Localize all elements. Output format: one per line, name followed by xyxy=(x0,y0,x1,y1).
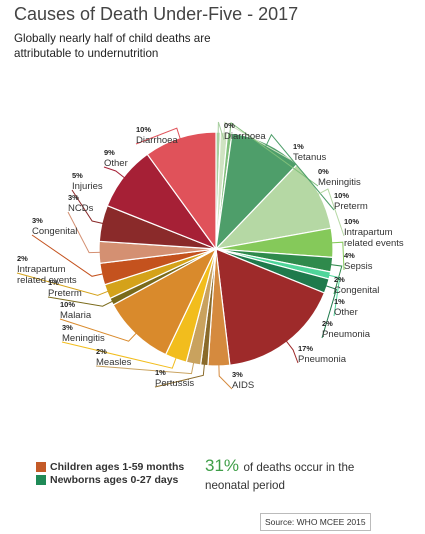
leader-line-children-pertussis xyxy=(154,361,206,388)
neonatal-stat: 31% of deaths occur in the neonatal peri… xyxy=(205,456,380,494)
leader-line-newborns-intrapartum-related-events xyxy=(315,188,345,237)
slice-label-newborns-sepsis: Sepsis xyxy=(344,261,373,272)
source-note: Source: WHO MCEE 2015 xyxy=(260,513,371,531)
chart-title: Causes of Death Under-Five - 2017 xyxy=(14,4,299,24)
leader-line-children-pneumonia xyxy=(284,338,299,364)
slice-pct-children-other: 9% xyxy=(104,148,115,157)
slice-pct-newborns-preterm: 10% xyxy=(334,191,349,200)
slice-pct-children-meningitis: 3% xyxy=(62,323,73,332)
leader-line-children-meningitis xyxy=(61,341,178,369)
slice-pct-children-ncds: 3% xyxy=(68,193,79,202)
legend-item-newborns: Newborns ages 0-27 days xyxy=(36,473,184,486)
leader-line-children-diarrhoea xyxy=(135,127,182,145)
neonatal-stat-value: 31% xyxy=(205,456,240,475)
chart-subtitle: Globally nearly half of child deaths are… xyxy=(14,32,211,60)
leader-line-newborns-pneumonia xyxy=(321,284,338,339)
leader-line-children-malaria xyxy=(59,318,139,342)
slice-pct-children-preterm: 1% xyxy=(48,278,59,287)
slice-pct-newborns-diarrhoea: 0% xyxy=(224,121,235,130)
slice-label-children-intrapartum-related-events: Intrapartum xyxy=(17,264,66,275)
legend-label-newborns: Newborns ages 0-27 days xyxy=(50,473,179,486)
leader-line-newborns-tetanus xyxy=(223,121,294,162)
slice-label-children-malaria: Malaria xyxy=(60,310,92,321)
leader-line-newborns-preterm xyxy=(264,133,335,211)
legend-swatch-newborns xyxy=(36,474,46,485)
leader-line-newborns-diarrhoea xyxy=(217,121,225,141)
slice-pct-children-pertussis: 1% xyxy=(155,368,166,377)
legend-label-children: Children ages 1-59 months xyxy=(50,460,185,473)
leader-line-newborns-meningitis xyxy=(228,121,319,187)
slice-pct-newborns-other: 1% xyxy=(334,297,345,306)
leader-line-newborns-congenital xyxy=(327,263,343,295)
pie-slices xyxy=(98,131,334,367)
leader-line-children-other xyxy=(103,166,128,180)
slice-label-newborns-intrapartum-related-events: Intrapartum xyxy=(344,227,393,238)
slice-label-children-meningitis: Meningitis xyxy=(62,333,105,344)
leader-line-children-ncds xyxy=(67,211,104,254)
leader-line-newborns-sepsis xyxy=(328,241,345,271)
leader-line-children-congenital xyxy=(31,234,106,277)
slice-label-newborns-congenital: Congenital xyxy=(334,285,379,296)
slice-pct-children-aids: 3% xyxy=(232,370,243,379)
slice-label-children-ncds: NCDs xyxy=(68,203,94,214)
slice-label-children-other: Other xyxy=(104,158,128,169)
slice-label-newborns-tetanus: Tetanus xyxy=(293,152,327,163)
slice-pct-children-congenital: 3% xyxy=(32,216,43,225)
slice-label-children-measles: Measles xyxy=(96,357,132,368)
slice-pct-children-malaria: 10% xyxy=(60,300,75,309)
slice-pct-newborns-intrapartum-related-events: 10% xyxy=(344,217,359,226)
slice-label-newborns-diarrhoea: Diarrhoea xyxy=(224,131,266,142)
leader-lines xyxy=(16,121,345,390)
slice-pct-newborns-pneumonia: 2% xyxy=(322,319,333,328)
slice-pct-children-measles: 2% xyxy=(96,347,107,356)
legend-item-children: Children ages 1-59 months xyxy=(36,460,184,473)
slice-pct-children-injuries: 5% xyxy=(72,171,83,180)
slice-label-newborns-meningitis: Meningitis xyxy=(318,177,361,188)
legend: Children ages 1-59 months Newborns ages … xyxy=(36,460,184,486)
pie-chart: 0%Diarrhoea1%Tetanus0%Meningitis10%Prete… xyxy=(16,121,404,391)
slice-label-newborns-preterm: Preterm xyxy=(334,201,368,212)
slice-pct-newborns-tetanus: 1% xyxy=(293,142,304,151)
slice-label-newborns-pneumonia: Pneumonia xyxy=(322,329,371,340)
leader-line-children-preterm xyxy=(47,296,116,307)
leader-line-children-intrapartum-related-events xyxy=(16,272,111,296)
slice-label-children-intrapartum-related-events-line2: related events xyxy=(17,275,77,286)
slice-pct-newborns-congenital: 2% xyxy=(334,275,345,284)
slice-label-children-diarrhoea: Diarrhoea xyxy=(136,135,178,146)
slice-label-children-pneumonia: Pneumonia xyxy=(298,354,347,365)
leader-line-children-aids xyxy=(218,361,233,390)
leader-line-children-measles xyxy=(95,359,195,375)
leader-line-newborns-other xyxy=(325,274,341,317)
legend-swatch-children xyxy=(36,461,46,472)
leader-line-children-injuries xyxy=(71,189,106,225)
slice-pct-newborns-meningitis: 0% xyxy=(318,167,329,176)
slice-label-children-aids: AIDS xyxy=(232,380,254,391)
slice-label-children-congenital: Congenital xyxy=(32,226,77,237)
slice-pct-newborns-sepsis: 4% xyxy=(344,251,355,260)
slice-pct-children-pneumonia: 17% xyxy=(298,344,313,353)
slice-label-children-pertussis: Pertussis xyxy=(155,378,194,389)
slice-pct-children-diarrhoea: 10% xyxy=(136,125,151,134)
slice-label-children-injuries: Injuries xyxy=(72,181,103,192)
slice-label-children-preterm: Preterm xyxy=(48,288,82,299)
slice-labels: 0%Diarrhoea1%Tetanus0%Meningitis10%Prete… xyxy=(17,121,404,391)
slice-pct-children-intrapartum-related-events: 2% xyxy=(17,254,28,263)
slice-label-newborns-other: Other xyxy=(334,307,358,318)
neonatal-stat-text: of deaths occur in the neonatal period xyxy=(205,461,355,492)
slice-label-newborns-intrapartum-related-events-line2: related events xyxy=(344,238,404,249)
